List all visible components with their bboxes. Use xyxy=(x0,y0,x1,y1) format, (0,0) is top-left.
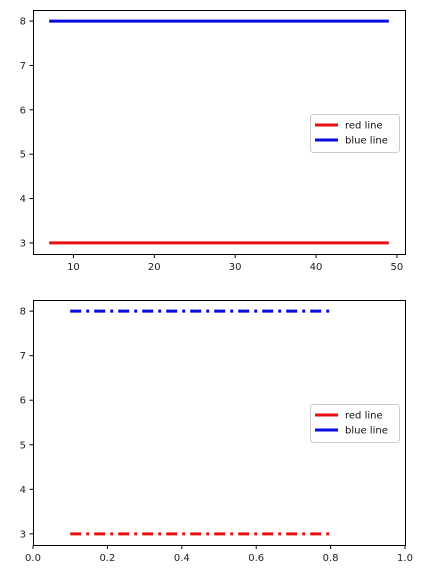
y-tick-label: 4 xyxy=(20,485,26,496)
x-tick-label: 0.2 xyxy=(99,553,115,564)
y-tick-label: 3 xyxy=(20,238,26,249)
y-tick-label: 7 xyxy=(20,351,26,362)
x-tick-label: 0.0 xyxy=(25,553,41,564)
y-tick-label: 8 xyxy=(20,17,26,28)
legend: red line blue line xyxy=(310,404,400,443)
y-tick-label: 5 xyxy=(20,150,26,161)
legend-label: blue line xyxy=(345,136,388,147)
x-tick-label: 0.8 xyxy=(323,553,339,564)
x-tick-label: 10 xyxy=(67,262,80,273)
chart-2: 0.0 0.2 0.4 0.6 0.8 1.0 3 4 5 6 7 8 red line blue lin… xyxy=(20,300,413,564)
x-tick-label: 40 xyxy=(310,262,323,273)
x-tick-label: 20 xyxy=(148,262,161,273)
legend-label: blue line xyxy=(345,426,388,437)
y-tick-label: 4 xyxy=(20,194,26,205)
legend: red line blue line xyxy=(310,114,400,153)
x-tick-label: 30 xyxy=(229,262,242,273)
x-tick-label: 50 xyxy=(391,262,404,273)
chart-1: 10 20 30 40 50 3 4 5 6 7 8 red line blue line xyxy=(20,10,406,273)
x-tick-label: 0.4 xyxy=(174,553,190,564)
y-tick-label: 8 xyxy=(20,307,26,318)
legend-label: red line xyxy=(345,411,383,422)
legend-label: red line xyxy=(345,121,383,132)
y-tick-label: 5 xyxy=(20,440,26,451)
x-tick-label: 0.6 xyxy=(248,553,264,564)
x-tick-label: 1.0 xyxy=(397,553,413,564)
y-tick-label: 3 xyxy=(20,529,26,540)
y-tick-label: 7 xyxy=(20,61,26,72)
y-tick-label: 6 xyxy=(20,396,26,407)
y-tick-label: 6 xyxy=(20,105,26,116)
